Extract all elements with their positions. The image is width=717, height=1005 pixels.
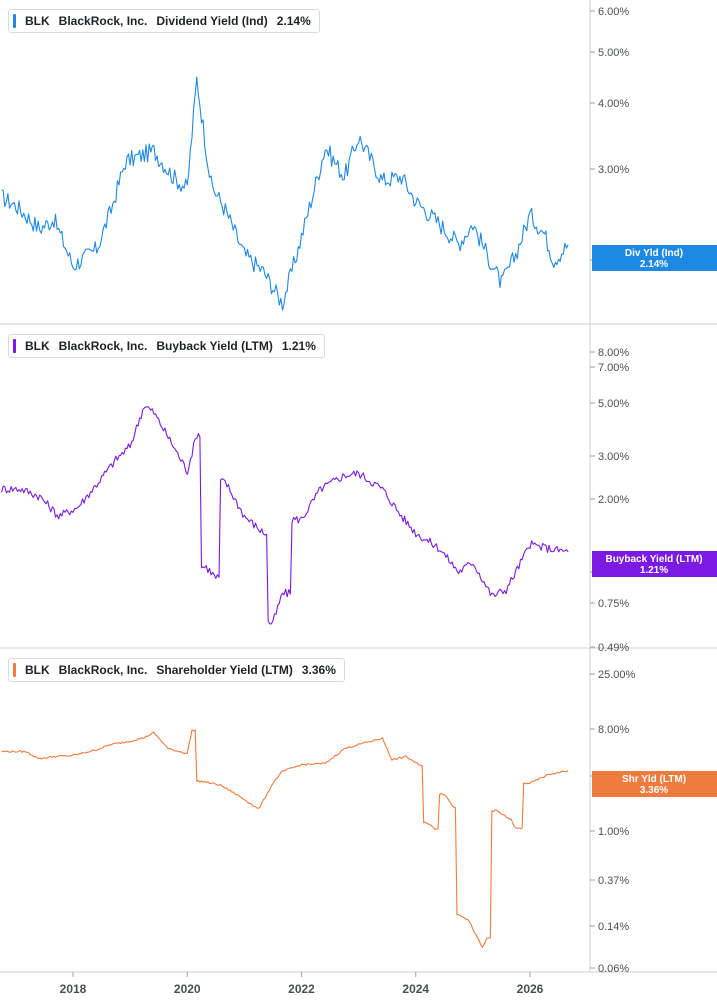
- last-value-tag-value: 2.14%: [640, 259, 668, 270]
- last-value-tag-label: Div Yld (Ind): [625, 248, 683, 259]
- last-value-tag-value: 3.36%: [640, 785, 668, 796]
- x-tick-label: 2026: [517, 982, 544, 996]
- y-tick-label: 6.00%: [598, 6, 629, 18]
- dividend-series-swatch: [13, 14, 16, 28]
- x-tick-label: 2022: [288, 982, 315, 996]
- legend-value: 2.14%: [276, 14, 311, 28]
- last-value-tag: [592, 551, 717, 577]
- last-value-tag-value: 1.21%: [640, 565, 668, 576]
- y-tick-label: 2.00%: [598, 494, 629, 506]
- y-tick-label: 0.06%: [598, 963, 629, 975]
- legend-metric: Shareholder Yield (LTM): [156, 663, 293, 677]
- y-tick-label: 3.00%: [598, 451, 629, 463]
- series-line: [1, 729, 569, 948]
- legend-value: 1.21%: [281, 339, 316, 353]
- last-value-tag: [592, 771, 717, 797]
- legend-ticker: BLK: [25, 663, 50, 677]
- y-tick-label: 0.75%: [598, 598, 629, 610]
- dividend-yield-legend[interactable]: BLK BlackRock, Inc. Dividend Yield (Ind)…: [8, 9, 320, 33]
- x-tick-label: 2020: [174, 982, 201, 996]
- last-value-tag-label: Buyback Yield (LTM): [605, 554, 702, 565]
- y-tick-label: 25.00%: [598, 669, 636, 681]
- y-tick-label: 4.00%: [598, 98, 629, 110]
- y-tick-label: 8.00%: [598, 347, 629, 359]
- legend-ticker: BLK: [25, 339, 50, 353]
- last-value-tag-label: Shr Yld (LTM): [622, 774, 686, 785]
- y-tick-label: 0.14%: [598, 921, 629, 933]
- y-tick-label: 0.37%: [598, 875, 629, 887]
- y-tick-label: 8.00%: [598, 724, 629, 736]
- series-line: [1, 76, 569, 311]
- last-value-tag: [592, 245, 717, 271]
- x-tick-label: 2018: [60, 982, 87, 996]
- buyback-yield-legend[interactable]: BLK BlackRock, Inc. Buyback Yield (LTM) …: [8, 334, 325, 358]
- y-tick-label: 1.00%: [598, 826, 629, 838]
- y-tick-label: 5.00%: [598, 47, 629, 59]
- legend-company: BlackRock, Inc.: [58, 663, 148, 677]
- shareholder-series-swatch: [13, 663, 16, 677]
- y-tick-label: 5.00%: [598, 398, 629, 410]
- buyback-series-swatch: [13, 339, 16, 353]
- legend-metric: Buyback Yield (LTM): [156, 339, 273, 353]
- legend-ticker: BLK: [25, 14, 50, 28]
- legend-metric: Dividend Yield (Ind): [156, 14, 268, 28]
- y-tick-label: 7.00%: [598, 362, 629, 374]
- legend-company: BlackRock, Inc.: [58, 339, 148, 353]
- legend-value: 3.36%: [301, 663, 336, 677]
- legend-company: BlackRock, Inc.: [58, 14, 148, 28]
- y-tick-label: 0.49%: [598, 642, 629, 654]
- series-line: [1, 406, 569, 625]
- shareholder-yield-legend[interactable]: BLK BlackRock, Inc. Shareholder Yield (L…: [8, 658, 345, 682]
- x-tick-label: 2024: [402, 982, 429, 996]
- y-tick-label: 3.00%: [598, 164, 629, 176]
